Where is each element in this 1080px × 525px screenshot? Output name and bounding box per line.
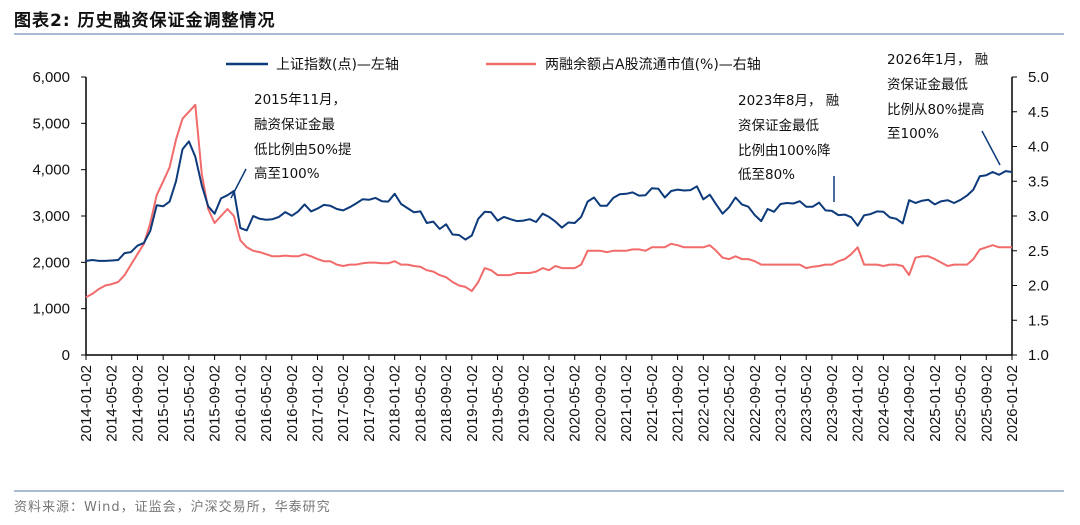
sse-index-line bbox=[85, 140, 1013, 262]
x-axis-tick-label: 2017-05-02 bbox=[335, 365, 352, 442]
annotation-line: 资保证金最低 bbox=[887, 77, 968, 93]
x-axis-tick-label: 2025-05-02 bbox=[953, 365, 970, 442]
x-axis-tick-label: 2022-09-02 bbox=[747, 365, 764, 442]
x-axis-tick-label: 2021-09-02 bbox=[670, 365, 687, 442]
figure-title: 图表2: 历史融资保证金调整情况 bbox=[14, 11, 276, 31]
right-axis-tick-label: 2.0 bbox=[1028, 278, 1049, 295]
left-axis-tick-label: 6,000 bbox=[32, 69, 70, 86]
x-axis-tick-label: 2024-01-02 bbox=[850, 365, 867, 442]
annotation-line: 比例由100%降 bbox=[738, 143, 831, 159]
x-axis-tick-label: 2023-05-02 bbox=[798, 365, 815, 442]
x-axis-tick-label: 2014-09-02 bbox=[129, 365, 146, 442]
annotation-line: 2026年1月， 融 bbox=[887, 52, 989, 68]
x-axis-tick-label: 2016-09-02 bbox=[284, 365, 301, 442]
annotation-2026: 2026年1月， 融 资保证金最低 比例从80%提高 至100% bbox=[887, 52, 1001, 166]
legend-label-margin: 两融余额占A股流通市值(%)—右轴 bbox=[545, 56, 761, 73]
x-axis-tick-label: 2015-01-02 bbox=[155, 365, 172, 442]
source-divider bbox=[14, 490, 1064, 492]
annotation-2023: 2023年8月， 融 资保证金最低 比例由100%降 低至80% bbox=[738, 93, 840, 202]
x-axis-tick-label: 2018-05-02 bbox=[412, 365, 429, 442]
x-axis-tick-label: 2016-05-02 bbox=[258, 365, 275, 442]
left-axis-tick-label: 3,000 bbox=[32, 208, 70, 225]
x-axis-tick-label: 2025-09-02 bbox=[978, 365, 995, 442]
right-axis-tick-label: 1.5 bbox=[1028, 312, 1049, 329]
x-axis-tick-label: 2022-01-02 bbox=[695, 365, 712, 442]
left-axis-tick-label: 0 bbox=[62, 347, 70, 364]
x-axis-tick-label: 2017-01-02 bbox=[310, 365, 327, 442]
x-axis-tick-label: 2026-01-02 bbox=[1004, 365, 1021, 442]
right-axis-tick-label: 4.5 bbox=[1028, 104, 1049, 121]
annotation-line: 低至80% bbox=[738, 167, 795, 183]
x-axis-tick-label: 2015-05-02 bbox=[181, 365, 198, 442]
x-axis-tick-label: 2021-01-02 bbox=[618, 365, 635, 442]
annotation-pointer bbox=[981, 130, 1001, 166]
x-axis-tick-label: 2018-01-02 bbox=[387, 365, 404, 442]
source-note: 资料来源：Wind，证监会，沪深交易所，华泰研究 bbox=[14, 500, 331, 515]
left-axis-tick-label: 4,000 bbox=[32, 162, 70, 179]
annotation-line: 2023年8月， 融 bbox=[738, 93, 840, 109]
right-axis-tick-label: 5.0 bbox=[1028, 69, 1049, 86]
x-axis-tick-label: 2018-09-02 bbox=[438, 365, 455, 442]
x-axis-tick-label: 2017-09-02 bbox=[361, 365, 378, 442]
line-chart: 0 1,000 2,000 3,000 4,000 5,000 6,000 1.0 1.5 2.0… bbox=[32, 52, 1048, 442]
x-axis-tick-label: 2023-01-02 bbox=[773, 365, 790, 442]
annotation-line: 资保证金最低 bbox=[738, 118, 819, 134]
x-axis-tick-label: 2023-09-02 bbox=[824, 365, 841, 442]
x-axis-tick-label: 2021-05-02 bbox=[644, 365, 661, 442]
x-axis-tick-label: 2014-05-02 bbox=[104, 365, 121, 442]
x-axis-tick-label: 2020-09-02 bbox=[592, 365, 609, 442]
annotation-line: 高至100% bbox=[254, 165, 320, 182]
x-axis-tick-label: 2020-01-02 bbox=[541, 365, 558, 442]
x-axis-tick-label: 2019-09-02 bbox=[515, 365, 532, 442]
title-divider bbox=[14, 33, 1064, 35]
margin-ratio-line bbox=[85, 103, 1012, 299]
right-axis-tick-label: 3.0 bbox=[1028, 208, 1049, 225]
left-axis-tick-label: 2,000 bbox=[32, 254, 70, 271]
x-axis-tick-label: 2015-09-02 bbox=[207, 365, 224, 442]
annotation-line: 至100% bbox=[887, 126, 939, 142]
annotation-line: 2015年11月， bbox=[254, 92, 346, 108]
annotation-line: 比例从80%提高 bbox=[887, 101, 985, 118]
annotations: 2015年11月， 融资保证金最 低比例由50%提 高至100% 2023年8月… bbox=[230, 52, 1001, 202]
left-axis-tick-label: 5,000 bbox=[32, 115, 70, 132]
series-lines bbox=[85, 103, 1013, 299]
left-axis-tick-label: 1,000 bbox=[32, 301, 70, 318]
x-axis-tick-label: 2016-01-02 bbox=[232, 365, 249, 442]
legend: 上证指数(点)—左轴 两融余额占A股流通市值(%)—右轴 bbox=[226, 56, 761, 73]
x-axis-tick-label: 2022-05-02 bbox=[721, 365, 738, 442]
x-axis-tick-label: 2020-05-02 bbox=[567, 365, 584, 442]
legend-label-sse: 上证指数(点)—左轴 bbox=[276, 57, 399, 73]
x-axis-tick-label: 2014-01-02 bbox=[78, 365, 95, 442]
right-axis-tick-label: 1.0 bbox=[1028, 347, 1049, 364]
annotation-line: 低比例由50%提 bbox=[254, 142, 352, 158]
x-axis-tick-label: 2019-01-02 bbox=[464, 365, 481, 442]
right-axis-tick-label: 2.5 bbox=[1028, 243, 1049, 260]
annotation-pointer bbox=[230, 168, 247, 199]
x-axis-tick-label: 2025-01-02 bbox=[927, 365, 944, 442]
right-axis-tick-label: 3.5 bbox=[1028, 173, 1049, 190]
x-axis-tick-label: 2024-05-02 bbox=[875, 365, 892, 442]
annotation-line: 融资保证金最 bbox=[254, 117, 335, 133]
x-axis-tick-label: 2024-09-02 bbox=[901, 365, 918, 442]
x-axis-tick-label: 2019-05-02 bbox=[490, 365, 507, 442]
axes: 0 1,000 2,000 3,000 4,000 5,000 6,000 1.0 1.5 2.0… bbox=[32, 69, 1048, 442]
right-axis-tick-label: 4.0 bbox=[1028, 139, 1049, 156]
annotation-2015: 2015年11月， 融资保证金最 低比例由50%提 高至100% bbox=[230, 92, 352, 199]
